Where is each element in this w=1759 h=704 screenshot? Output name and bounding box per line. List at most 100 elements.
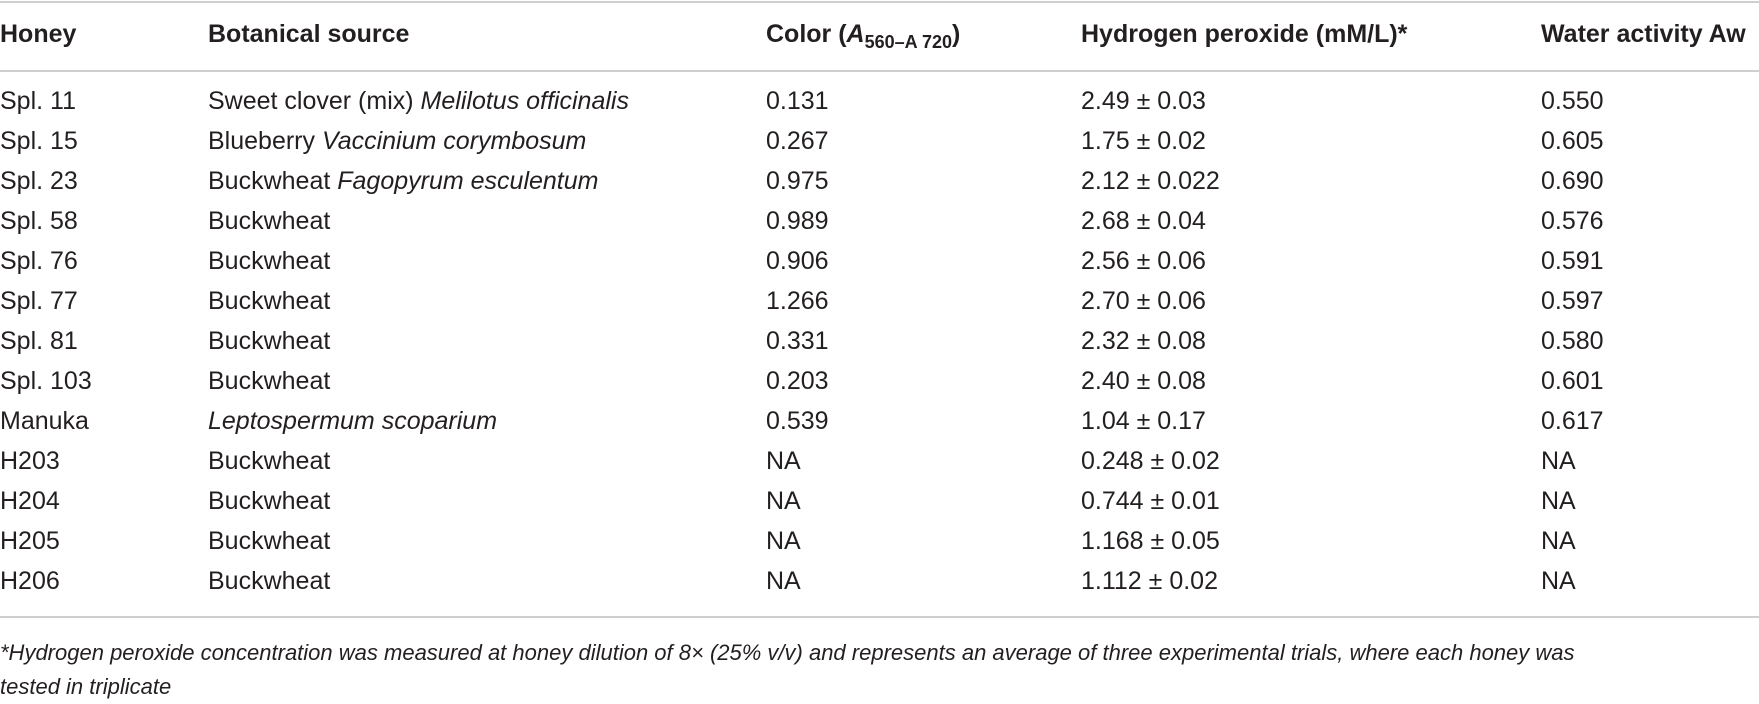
cell-honey: H203 xyxy=(0,447,60,475)
cell-hydrogen-peroxide: 2.68 ± 0.04 xyxy=(1081,207,1206,235)
cell-honey: Spl. 23 xyxy=(0,167,78,195)
table-row: H203 Buckwheat NA 0.248 ± 0.02 NA xyxy=(0,441,1759,481)
table-row: Spl. 11 Sweet clover (mix) Melilotus off… xyxy=(0,81,1759,121)
cell-color: 1.266 xyxy=(766,287,829,315)
cell-hydrogen-peroxide: 1.75 ± 0.02 xyxy=(1081,127,1206,155)
cell-color: 0.131 xyxy=(766,87,829,115)
source-common-name: Buckwheat xyxy=(208,447,331,475)
cell-botanical-source: Sweet clover (mix) Melilotus officinalis xyxy=(208,81,629,121)
cell-color: 0.539 xyxy=(766,407,829,435)
footnote-line-2: tested in triplicate xyxy=(0,674,172,699)
cell-color: 0.975 xyxy=(766,167,829,195)
cell-botanical-source: Buckwheat xyxy=(208,361,330,401)
table-bottom-rule xyxy=(0,616,1759,618)
table-header-rule xyxy=(0,70,1759,72)
cell-hydrogen-peroxide: 2.70 ± 0.06 xyxy=(1081,287,1206,315)
table-row: Spl. 15 Blueberry Vaccinium corymbosum 0… xyxy=(0,121,1759,161)
table-row: Spl. 23 Buckwheat Fagopyrum esculentum 0… xyxy=(0,161,1759,201)
cell-honey: Spl. 77 xyxy=(0,287,78,315)
cell-botanical-source: Blueberry Vaccinium corymbosum xyxy=(208,121,586,161)
source-latin-name: Leptospermum scoparium xyxy=(208,407,498,435)
header-color: Color (A560–A 720) xyxy=(766,12,960,58)
source-common-name: Buckwheat xyxy=(208,287,331,315)
table-row: Spl. 77 Buckwheat 1.266 2.70 ± 0.06 0.59… xyxy=(0,281,1759,321)
cell-botanical-source: Buckwheat xyxy=(208,481,330,521)
cell-botanical-source: Buckwheat xyxy=(208,281,330,321)
table-row: Spl. 58 Buckwheat 0.989 2.68 ± 0.04 0.57… xyxy=(0,201,1759,241)
table-row: H204 Buckwheat NA 0.744 ± 0.01 NA xyxy=(0,481,1759,521)
cell-honey: Spl. 76 xyxy=(0,247,78,275)
cell-water-activity: 0.690 xyxy=(1541,167,1604,195)
cell-water-activity: 0.576 xyxy=(1541,207,1604,235)
cell-color: NA xyxy=(766,567,801,595)
table-top-rule xyxy=(0,1,1759,3)
cell-hydrogen-peroxide: 2.56 ± 0.06 xyxy=(1081,247,1206,275)
cell-botanical-source: Buckwheat xyxy=(208,201,330,241)
header-water-activity: Water activity Aw xyxy=(1541,20,1746,48)
cell-color: NA xyxy=(766,447,801,475)
cell-hydrogen-peroxide: 1.112 ± 0.02 xyxy=(1081,567,1218,595)
cell-hydrogen-peroxide: 2.32 ± 0.08 xyxy=(1081,327,1206,355)
cell-honey: Spl. 103 xyxy=(0,367,92,395)
source-common-name: Buckwheat xyxy=(208,527,331,555)
header-color-subscript: 560–A 720 xyxy=(864,32,953,52)
source-common-name: Buckwheat xyxy=(208,367,331,395)
cell-botanical-source: Buckwheat xyxy=(208,441,330,481)
cell-hydrogen-peroxide: 0.744 ± 0.01 xyxy=(1081,487,1220,515)
header-color-prefix: Color ( xyxy=(766,20,847,48)
cell-water-activity: 0.550 xyxy=(1541,87,1604,115)
header-honey: Honey xyxy=(0,20,77,48)
header-color-suffix: ) xyxy=(952,20,961,48)
cell-water-activity: 0.597 xyxy=(1541,287,1604,315)
cell-water-activity: NA xyxy=(1541,447,1576,475)
table-footnote: *Hydrogen peroxide concentration was mea… xyxy=(0,636,1759,704)
table-row: Manuka Leptospermum scoparium 0.539 1.04… xyxy=(0,401,1759,441)
cell-color: NA xyxy=(766,487,801,515)
header-color-a: A xyxy=(846,20,865,48)
source-common-name: Sweet clover (mix) xyxy=(208,87,421,115)
cell-water-activity: 0.605 xyxy=(1541,127,1604,155)
cell-water-activity: 0.617 xyxy=(1541,407,1604,435)
cell-water-activity: 0.601 xyxy=(1541,367,1604,395)
cell-water-activity: 0.591 xyxy=(1541,247,1604,275)
cell-botanical-source: Buckwheat xyxy=(208,561,330,601)
cell-color: 0.906 xyxy=(766,247,829,275)
cell-hydrogen-peroxide: 0.248 ± 0.02 xyxy=(1081,447,1220,475)
cell-honey: Manuka xyxy=(0,407,89,435)
cell-hydrogen-peroxide: 1.168 ± 0.05 xyxy=(1081,527,1220,555)
table-row: H206 Buckwheat NA 1.112 ± 0.02 NA xyxy=(0,561,1759,601)
source-common-name: Buckwheat xyxy=(208,247,331,275)
table-row: Spl. 81 Buckwheat 0.331 2.32 ± 0.08 0.58… xyxy=(0,321,1759,361)
cell-botanical-source: Buckwheat xyxy=(208,521,330,561)
cell-hydrogen-peroxide: 2.49 ± 0.03 xyxy=(1081,87,1206,115)
cell-color: NA xyxy=(766,527,801,555)
source-common-name: Buckwheat xyxy=(208,327,331,355)
source-latin-name: Vaccinium corymbosum xyxy=(321,127,587,155)
header-botanical-source: Botanical source xyxy=(208,20,410,48)
cell-water-activity: 0.580 xyxy=(1541,327,1604,355)
cell-botanical-source: Buckwheat xyxy=(208,241,330,281)
source-common-name: Blueberry xyxy=(208,127,322,155)
cell-honey: Spl. 15 xyxy=(0,127,78,155)
source-latin-name: Fagopyrum esculentum xyxy=(337,167,599,195)
cell-honey: Spl. 11 xyxy=(0,87,76,115)
source-common-name: Buckwheat xyxy=(208,567,331,595)
cell-water-activity: NA xyxy=(1541,487,1576,515)
cell-water-activity: NA xyxy=(1541,527,1576,555)
cell-hydrogen-peroxide: 1.04 ± 0.17 xyxy=(1081,407,1206,435)
cell-botanical-source: Buckwheat xyxy=(208,321,330,361)
cell-hydrogen-peroxide: 2.40 ± 0.08 xyxy=(1081,367,1206,395)
cell-honey: H205 xyxy=(0,527,60,555)
cell-honey: H206 xyxy=(0,567,60,595)
source-latin-name: Melilotus officinalis xyxy=(420,87,629,115)
cell-color: 0.203 xyxy=(766,367,829,395)
source-common-name: Buckwheat xyxy=(208,487,331,515)
source-common-name: Buckwheat xyxy=(208,167,338,195)
header-hydrogen-peroxide: Hydrogen peroxide (mM/L)* xyxy=(1081,20,1408,48)
table-header-row: Honey Botanical source Color (A560–A 720… xyxy=(0,12,1759,56)
cell-color: 0.331 xyxy=(766,327,829,355)
table-row: H205 Buckwheat NA 1.168 ± 0.05 NA xyxy=(0,521,1759,561)
cell-water-activity: NA xyxy=(1541,567,1576,595)
cell-botanical-source: Leptospermum scoparium xyxy=(208,401,497,441)
cell-honey: Spl. 81 xyxy=(0,327,78,355)
